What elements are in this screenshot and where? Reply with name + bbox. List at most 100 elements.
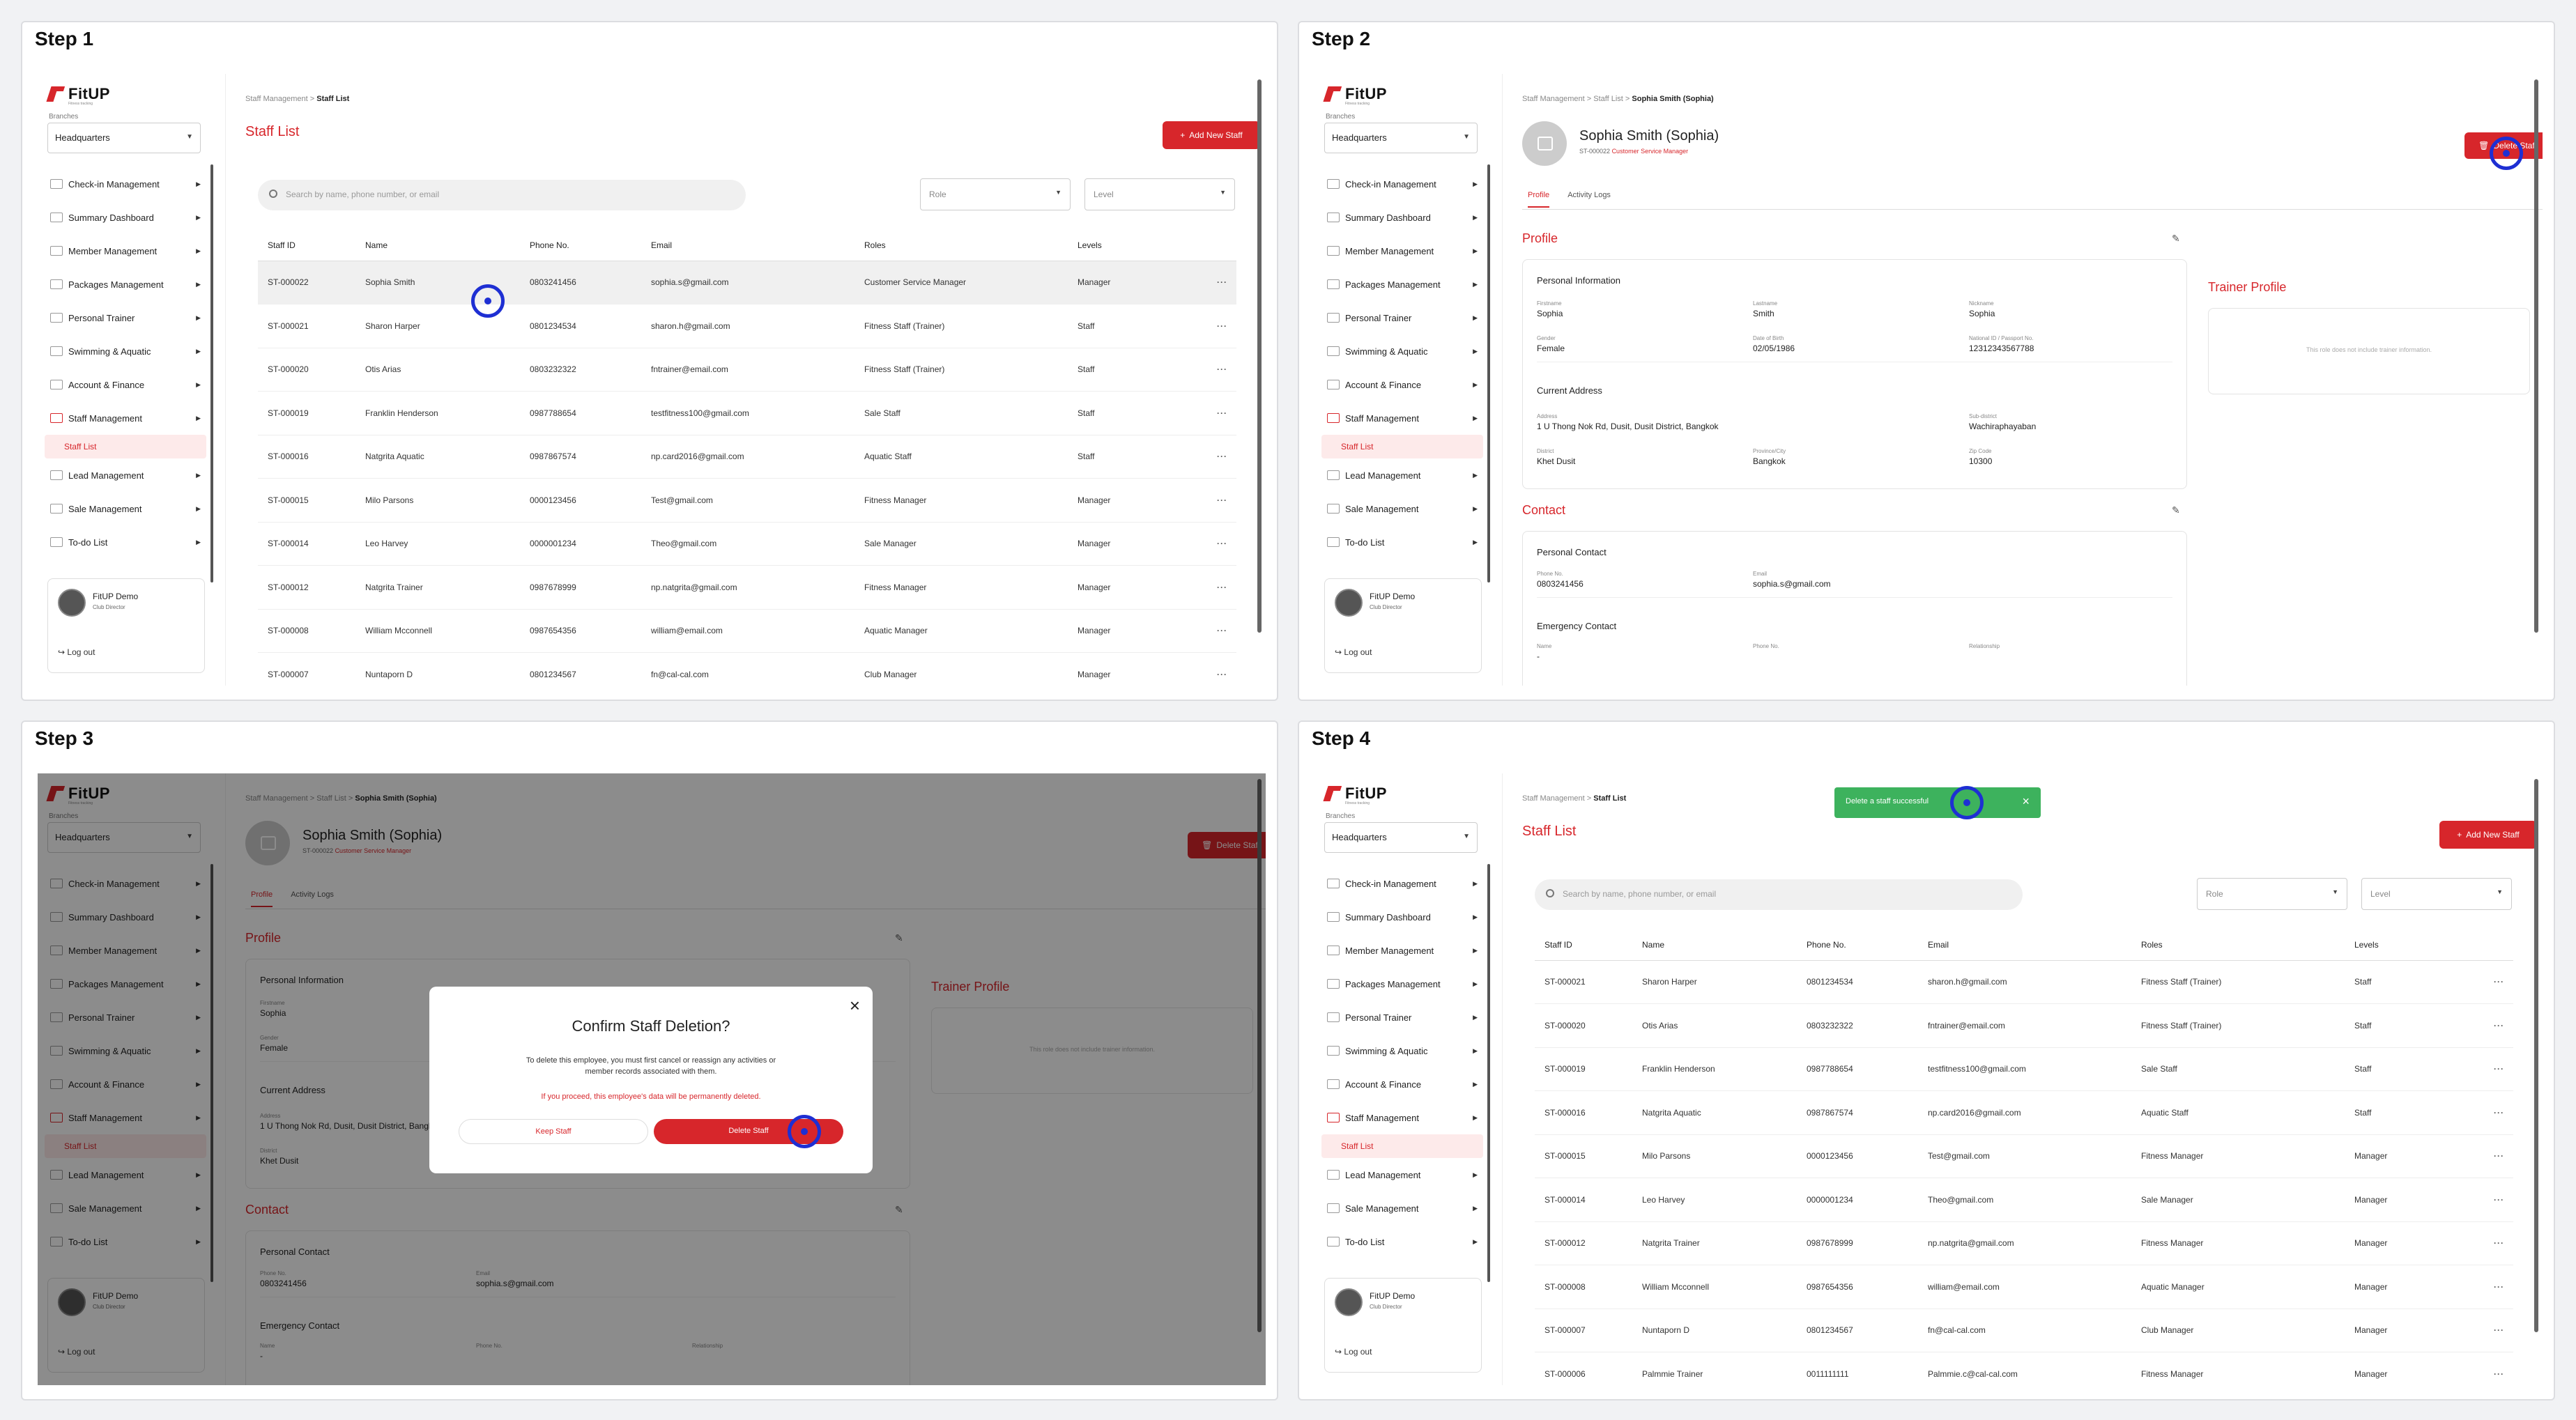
breadcrumb-root[interactable]: Staff Management: [245, 794, 308, 803]
logout-button[interactable]: ↪ Log out: [58, 647, 95, 657]
edit-pencil-icon[interactable]: ✎: [2172, 504, 2180, 516]
sidebar-item[interactable]: Lead Management ▶: [45, 1158, 206, 1191]
search-input[interactable]: Search by name, phone number, or email: [258, 180, 746, 210]
sidebar-subitem-staff-list[interactable]: Staff List: [1321, 435, 1483, 458]
table-row[interactable]: ST-000016 Natgrita Aquatic 0987867574 np.ca…: [258, 435, 1236, 479]
more-options-icon[interactable]: ···: [2484, 1265, 2513, 1309]
sidebar-item[interactable]: Summary Dashboard ▶: [45, 900, 206, 934]
more-options-icon[interactable]: ···: [1207, 652, 1236, 686]
more-options-icon[interactable]: ···: [2484, 1309, 2513, 1352]
sidebar-item[interactable]: Member Management ▶: [1321, 934, 1483, 967]
sidebar-item[interactable]: To-do List ▶: [1321, 1225, 1483, 1258]
table-row[interactable]: ST-000022 Sophia Smith 0803241456 sophia.s@…: [258, 261, 1236, 304]
tab-profile[interactable]: Profile: [251, 890, 273, 907]
sidebar-item[interactable]: Sale Management ▶: [45, 492, 206, 525]
more-options-icon[interactable]: ···: [2484, 1352, 2513, 1385]
table-row[interactable]: ST-000014 Leo Harvey 0000001234 Theo@gmail.…: [1535, 1178, 2513, 1222]
sidebar-scrollbar[interactable]: [210, 864, 213, 1282]
breadcrumb-root[interactable]: Staff Management: [1522, 794, 1585, 803]
sidebar-item[interactable]: Swimming & Aquatic ▶: [1321, 1034, 1483, 1067]
more-options-icon[interactable]: ···: [1207, 391, 1236, 435]
sidebar-scrollbar[interactable]: [1487, 164, 1490, 582]
sidebar-item[interactable]: Member Management ▶: [45, 934, 206, 967]
branch-select[interactable]: Headquarters ▼: [47, 822, 201, 853]
role-dropdown[interactable]: Role ▼: [2197, 878, 2347, 910]
sidebar-item[interactable]: Staff Management ▶: [1321, 401, 1483, 435]
sidebar-item[interactable]: Staff Management ▶: [45, 401, 206, 435]
column-header[interactable]: Name: [355, 230, 520, 261]
table-row[interactable]: ST-000008 William Mcconnell 0987654356 will…: [1535, 1265, 2513, 1309]
tab-activity-logs[interactable]: Activity Logs: [1567, 191, 1611, 199]
table-row[interactable]: ST-000020 Otis Arias 0803232322 fntrainer@e…: [258, 348, 1236, 392]
avatar[interactable]: [58, 1288, 86, 1316]
more-options-icon[interactable]: ···: [1207, 348, 1236, 392]
keep-staff-button[interactable]: Keep Staff: [459, 1119, 648, 1144]
column-header[interactable]: Staff ID: [1535, 929, 1632, 961]
more-options-icon[interactable]: ···: [1207, 435, 1236, 479]
table-row[interactable]: ST-000008 William Mcconnell 0987654356 will…: [258, 609, 1236, 653]
logout-button[interactable]: ↪ Log out: [1335, 1347, 1372, 1357]
sidebar-item[interactable]: Sale Management ▶: [1321, 1191, 1483, 1225]
table-row[interactable]: ST-000014 Leo Harvey 0000001234 Theo@gmail.…: [258, 522, 1236, 566]
sidebar-item[interactable]: Account & Finance ▶: [1321, 1067, 1483, 1101]
column-header[interactable]: Phone No.: [1797, 929, 1918, 961]
breadcrumb-mid[interactable]: Staff List: [1593, 95, 1623, 103]
scrollbar[interactable]: [1257, 779, 1262, 1332]
sidebar-item[interactable]: Lead Management ▶: [1321, 1158, 1483, 1191]
table-row[interactable]: ST-000007 Nuntaporn D 0801234567 fn@cal-cal…: [258, 652, 1236, 686]
table-row[interactable]: ST-000020 Otis Arias 0803232322 fntrainer@e…: [1535, 1003, 2513, 1048]
sidebar-item[interactable]: Check-in Management ▶: [1321, 867, 1483, 900]
avatar[interactable]: [1335, 589, 1363, 617]
scrollbar[interactable]: [1257, 79, 1262, 633]
more-options-icon[interactable]: ···: [2484, 1003, 2513, 1048]
column-header[interactable]: Levels: [1068, 230, 1207, 261]
tab-profile[interactable]: Profile: [1528, 191, 1550, 208]
more-options-icon[interactable]: ···: [1207, 522, 1236, 566]
edit-pencil-icon[interactable]: ✎: [895, 1204, 903, 1215]
sidebar-subitem-staff-list[interactable]: Staff List: [45, 435, 206, 458]
sidebar-item[interactable]: Summary Dashboard ▶: [1321, 201, 1483, 234]
branch-select[interactable]: Headquarters ▼: [47, 123, 201, 153]
breadcrumb-mid[interactable]: Staff List: [316, 794, 346, 803]
column-header[interactable]: Email: [641, 230, 854, 261]
more-options-icon[interactable]: ···: [1207, 565, 1236, 610]
sidebar-item[interactable]: Account & Finance ▶: [1321, 368, 1483, 401]
table-row[interactable]: ST-000019 Franklin Henderson 0987788654 tes…: [258, 391, 1236, 435]
sidebar-scrollbar[interactable]: [1487, 864, 1490, 1282]
more-options-icon[interactable]: ···: [2484, 1178, 2513, 1222]
avatar[interactable]: [1335, 1288, 1363, 1316]
sidebar-item[interactable]: To-do List ▶: [45, 1225, 206, 1258]
sidebar-subitem-staff-list[interactable]: Staff List: [1321, 1134, 1483, 1158]
sidebar-item[interactable]: Packages Management ▶: [1321, 268, 1483, 301]
fitup-logo[interactable]: FitUP: [1324, 785, 1387, 803]
sidebar-item[interactable]: Swimming & Aquatic ▶: [45, 1034, 206, 1067]
delete-staff-button[interactable]: 🗑 Delete Staff: [1188, 832, 1266, 858]
more-options-icon[interactable]: ···: [2484, 1090, 2513, 1135]
sidebar-item[interactable]: To-do List ▶: [45, 525, 206, 559]
sidebar-item[interactable]: Sale Management ▶: [1321, 492, 1483, 525]
level-dropdown[interactable]: Level ▼: [2361, 878, 2512, 910]
more-options-icon[interactable]: ···: [2484, 1134, 2513, 1178]
column-header[interactable]: Roles: [854, 230, 1068, 261]
close-icon[interactable]: ×: [2022, 794, 2030, 808]
table-row[interactable]: ST-000021 Sharon Harper 0801234534 sharon.h…: [258, 304, 1236, 348]
sidebar-item[interactable]: Summary Dashboard ▶: [1321, 900, 1483, 934]
column-header[interactable]: Email: [1918, 929, 2131, 961]
sidebar-item[interactable]: Check-in Management ▶: [45, 867, 206, 900]
scrollbar[interactable]: [2534, 779, 2538, 1332]
sidebar-item[interactable]: Personal Trainer ▶: [45, 1001, 206, 1034]
table-row[interactable]: ST-000021 Sharon Harper 0801234534 sharon.h…: [1535, 960, 2513, 1004]
sidebar-scrollbar[interactable]: [210, 164, 213, 582]
breadcrumb-root[interactable]: Staff Management: [245, 95, 308, 103]
sidebar-item[interactable]: Swimming & Aquatic ▶: [1321, 334, 1483, 368]
scrollbar[interactable]: [2534, 79, 2538, 633]
more-options-icon[interactable]: ···: [2484, 1047, 2513, 1091]
more-options-icon[interactable]: ···: [1207, 609, 1236, 653]
more-options-icon[interactable]: ···: [1207, 478, 1236, 523]
table-row[interactable]: ST-000019 Franklin Henderson 0987788654 tes…: [1535, 1047, 2513, 1091]
sidebar-item[interactable]: Swimming & Aquatic ▶: [45, 334, 206, 368]
column-header[interactable]: Phone No.: [520, 230, 641, 261]
table-row[interactable]: ST-000012 Natgrita Trainer 0987678999 np.na…: [258, 565, 1236, 610]
edit-pencil-icon[interactable]: ✎: [895, 932, 903, 943]
sidebar-item[interactable]: Personal Trainer ▶: [1321, 1001, 1483, 1034]
